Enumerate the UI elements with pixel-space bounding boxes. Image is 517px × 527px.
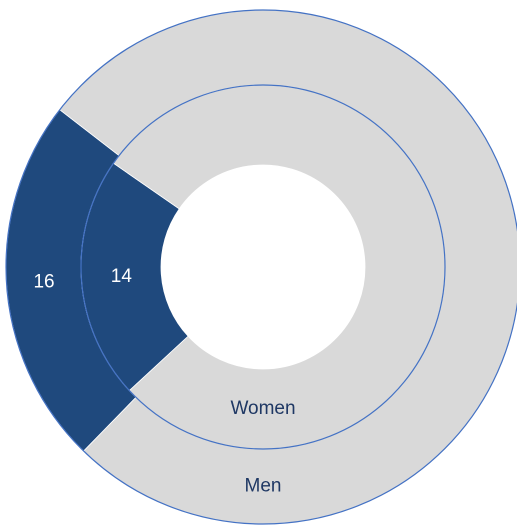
series-label: Women <box>230 398 295 419</box>
ring-border <box>80 84 446 450</box>
series-label: Men <box>245 476 282 497</box>
ring-border <box>5 9 517 525</box>
value-label: 16 <box>33 271 54 292</box>
value-label: 14 <box>111 266 133 287</box>
